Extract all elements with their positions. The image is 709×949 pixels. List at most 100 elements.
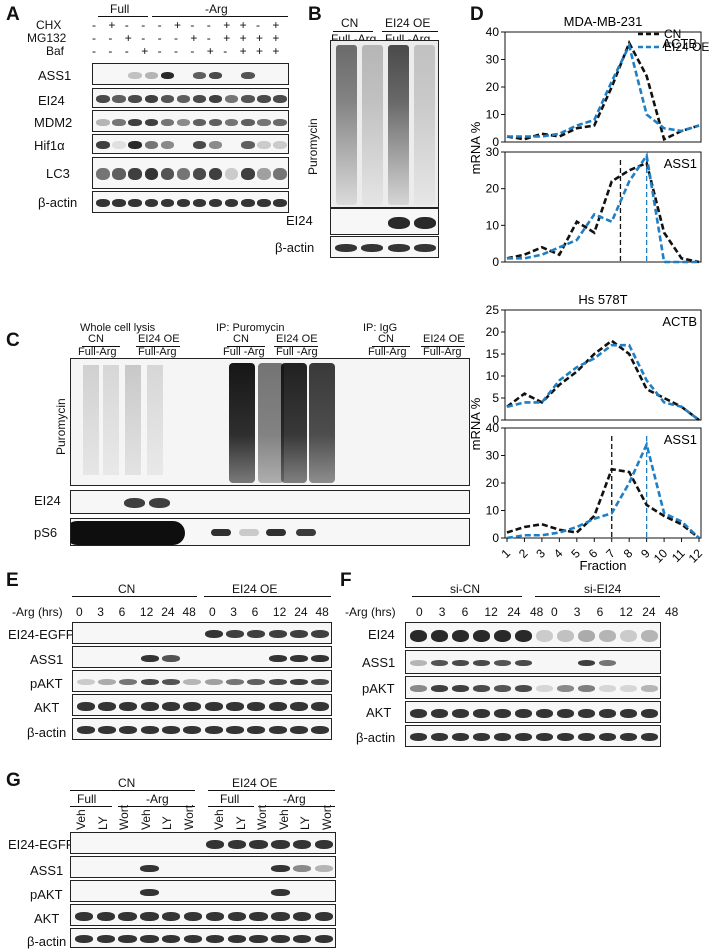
blot-band [273,95,287,103]
blot-band [128,199,142,207]
blot-band [183,702,201,711]
blot-band [225,199,239,207]
blot-band [536,709,554,718]
blot-band [177,168,191,180]
blot-band [145,199,159,207]
group-label-oe: EI24 OE [423,333,465,345]
treatment-sign: - [158,31,162,45]
treatment-label-baf: Baf [46,44,64,58]
treatment-sign: - [174,44,178,58]
blot-label-actin: β-actin [275,240,314,255]
blot-band [241,199,255,207]
blot-band [161,168,175,180]
treatment-sign: - [190,18,194,32]
treatment-sign: - [223,44,227,58]
y-axis-label: mRNA % [470,121,483,174]
time-point: 12 [484,605,497,619]
x-tick-label: 12 [686,546,706,566]
blot-band [335,244,357,252]
y-axis-label: mRNA % [470,397,483,450]
blot-band [315,912,333,921]
blot-band [209,168,223,180]
blot-band [241,119,255,126]
blot-band [494,660,512,666]
blot-band [271,912,289,921]
blot-band [452,733,470,741]
blot-band [228,840,246,849]
time-point: 12 [273,605,286,619]
blot-band [578,709,596,718]
blot-band [141,726,159,734]
blot-puromycin [70,358,470,486]
blot-band [128,168,142,180]
blot-band [273,119,287,126]
treatment-sign: + [240,44,247,58]
x-tick-label: 9 [638,546,653,561]
blot-band [257,119,271,126]
y-tick-label: 0 [492,255,499,269]
group-label-oe: EI24 OE [276,333,318,345]
treatment-sign: - [92,44,96,58]
blot-ass1 [92,63,289,85]
blot-band [161,141,175,149]
blot-band [620,630,638,642]
treatment-sign: + [272,44,279,58]
blot-band [128,119,142,126]
cond-line-full-cn [70,806,112,807]
blot-band [96,168,110,180]
y-tick-label: 25 [486,303,500,317]
blot-band [296,529,316,536]
blot-band [119,702,137,711]
lane-label: LY [298,816,312,830]
blot-band [193,119,207,126]
blot-label-lc3: LC3 [46,166,70,181]
blot-band [293,840,311,849]
treatment-sign: + [272,31,279,45]
blot-band [205,726,223,734]
y-tick-label: 40 [486,421,500,435]
blot-band [515,733,533,741]
blot-band [239,529,259,536]
series-line [507,345,699,420]
y-tick-label: 20 [486,325,500,339]
blot-label-ei24: EI24 [368,627,395,642]
blot-band [183,679,201,685]
group-label-cn: CN [378,333,394,345]
blot-label-akt: AKT [366,705,391,720]
blot-band [247,679,265,685]
x-axis-label: Fraction [580,558,627,570]
blot-band [140,912,158,921]
blot-band [473,709,491,718]
blot-band [145,95,159,103]
panel-letter-f: F [340,570,352,592]
blot-label-pakt: pAKT [362,681,395,696]
group-label-full: Full [110,2,129,16]
blot-band [162,935,180,943]
blot-label-hif1a: Hif1α [34,138,65,153]
blot-band [70,521,185,545]
blot-label-ass1: ASS1 [362,655,395,670]
blot-band [249,912,267,921]
group-label-cn: CN [88,333,104,345]
treatment-sign: + [256,31,263,45]
blot-band [96,95,110,103]
blot-band [177,95,191,103]
blot-label-egfp: EI24-EGFP [8,627,74,642]
blot-band [273,168,287,180]
blot-band [140,935,158,943]
blot-band [271,840,289,849]
blot-band [161,95,175,103]
lane-label: Wort [320,805,334,830]
time-point: 24 [507,605,520,619]
time-label: -Arg (hrs) [345,605,396,619]
blot-akt [72,694,332,716]
treatment-sign: + [256,44,263,58]
group-line-arg [152,16,288,17]
blot-band [193,95,207,103]
treatment-sign: - [141,18,145,32]
puromycin-axis-label: Puromycin [54,398,68,455]
blot-band [269,630,287,638]
time-point: 48 [316,605,329,619]
blot-band [388,217,410,229]
y-tick-label: 15 [486,347,500,361]
